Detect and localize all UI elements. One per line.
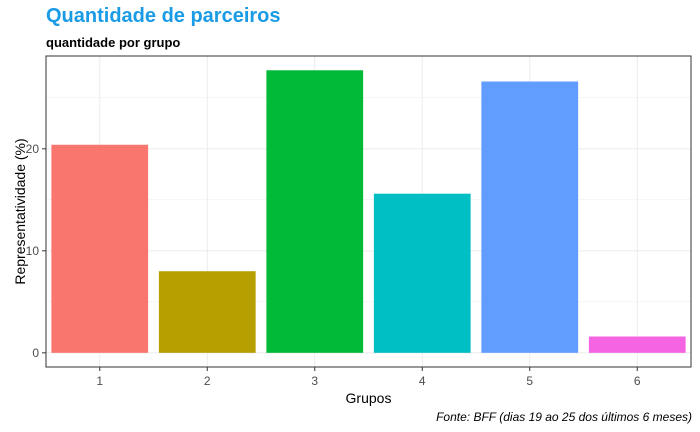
x-tick-label: 3 xyxy=(311,374,318,388)
x-tick-label: 2 xyxy=(204,374,211,388)
x-tick-label: 4 xyxy=(419,374,426,388)
y-axis-title: Representatividade (%) xyxy=(12,138,28,284)
chart-subtitle: quantidade por grupo xyxy=(46,35,181,50)
y-tick-label: 10 xyxy=(26,244,40,258)
y-tick-label: 20 xyxy=(26,142,40,156)
chart-caption: Fonte: BFF (dias 19 ao 25 dos últimos 6 … xyxy=(436,410,692,424)
bar-5 xyxy=(481,81,579,353)
y-tick-label: 0 xyxy=(32,346,39,360)
x-tick-label: 1 xyxy=(96,374,103,388)
x-tick-label: 6 xyxy=(634,374,641,388)
bar-3 xyxy=(266,70,364,353)
x-axis-title: Grupos xyxy=(346,390,392,406)
bar-4 xyxy=(373,193,471,353)
bar-1 xyxy=(51,144,149,353)
x-tick-label: 5 xyxy=(526,374,533,388)
axes: 0 10 20 1 2 3 4 5 6 xyxy=(26,142,641,388)
bar-2 xyxy=(158,271,256,353)
chart-title: Quantidade de parceiros xyxy=(46,5,281,27)
plot-panel-border xyxy=(45,55,692,368)
bars xyxy=(51,70,686,353)
bar-6 xyxy=(588,336,686,353)
